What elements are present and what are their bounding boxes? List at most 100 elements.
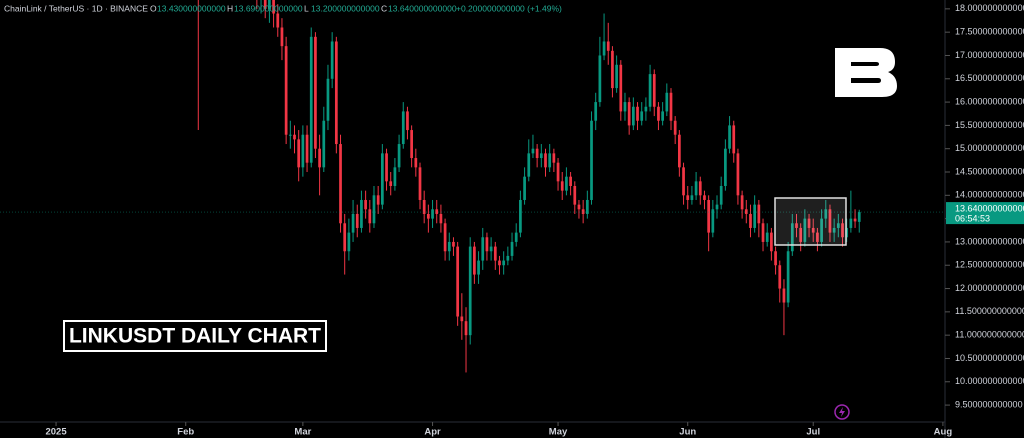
y-tick-label: 16.500000000000 — [955, 73, 1024, 83]
candle-body — [343, 223, 347, 252]
y-tick-label: 13.000000000000 — [955, 236, 1024, 246]
candle-body — [389, 181, 393, 186]
ohlc-value: 13.430000000000 — [157, 3, 226, 13]
candle-body — [347, 232, 351, 252]
candle-body — [284, 46, 288, 135]
x-tick-label: Feb — [177, 427, 194, 438]
y-tick-label: 9.500000000000 — [955, 399, 1023, 409]
x-tick-label: Jun — [679, 427, 696, 438]
candle-body — [790, 223, 794, 252]
candle-body — [460, 316, 464, 322]
candle-body — [372, 195, 376, 224]
candle-body — [427, 213, 430, 219]
candle-body — [473, 246, 476, 275]
last-price-label: 13.640000000000 — [955, 203, 1024, 213]
x-tick-label: Aug — [934, 427, 953, 438]
x-tick-label: May — [549, 427, 568, 438]
candle-body — [531, 148, 535, 154]
candle-body — [288, 134, 292, 136]
annotation: LINKUSDT DAILY CHART — [69, 325, 321, 348]
candle-body — [439, 213, 443, 224]
candle-body — [305, 134, 309, 163]
axes: 9.500000000000 10.000000000000 10.50000000… — [45, 3, 1024, 438]
candle-body — [334, 41, 338, 145]
candle-body — [707, 199, 711, 233]
candle-body — [657, 106, 660, 121]
candle-body — [368, 209, 372, 224]
candle-body — [753, 204, 757, 228]
candle-body — [326, 78, 330, 121]
candle-body — [544, 153, 547, 168]
candle-body — [552, 153, 556, 163]
candle-body — [502, 260, 506, 266]
candle-body — [477, 260, 480, 275]
y-tick-label: 15.500000000000 — [955, 120, 1024, 130]
ohlc-key: H — [227, 3, 233, 13]
candle-body — [293, 134, 296, 140]
candle-body — [272, 0, 275, 14]
range-box — [774, 197, 847, 246]
ohlc-value: 13.640000000000 — [388, 3, 457, 13]
y-tick-label: 17.000000000000 — [955, 50, 1024, 60]
candle-body — [761, 223, 765, 242]
ohlc-key: O — [150, 3, 157, 13]
x-tick-label: Jul — [806, 427, 820, 438]
plot-area — [0, 0, 945, 373]
candle-body — [774, 251, 777, 266]
candle-body — [728, 125, 731, 149]
candle-body — [498, 260, 501, 266]
candle-body — [385, 153, 388, 182]
candle-body — [749, 213, 752, 228]
candle-body — [606, 41, 610, 51]
candle-body — [678, 134, 681, 168]
y-tick-label: 18.000000000000 — [955, 3, 1024, 13]
candle-body — [703, 195, 706, 200]
candle-body — [581, 209, 585, 214]
candle-body — [276, 13, 280, 28]
candle-body — [652, 74, 656, 107]
candle-body — [355, 213, 359, 228]
candle-body — [640, 111, 644, 121]
candle-body — [594, 102, 598, 121]
y-tick-label: 14.000000000000 — [955, 190, 1024, 200]
alert-icon[interactable] — [834, 404, 850, 420]
candle-body — [719, 185, 723, 205]
candle-body — [464, 321, 468, 336]
candle-body — [431, 209, 434, 219]
candle-body — [611, 50, 614, 89]
annotation-box — [63, 320, 327, 352]
ohlc-value: 13.200000000000 — [311, 3, 380, 13]
candle-body — [661, 111, 664, 121]
candle-body — [309, 36, 313, 163]
candle-body — [435, 209, 439, 214]
ohlc-value: 13.690000000000 — [234, 3, 303, 13]
candle-body — [631, 106, 635, 126]
candle-body — [401, 111, 405, 145]
candle-body — [857, 212, 861, 222]
candle-body — [644, 106, 648, 112]
candle-body — [590, 120, 593, 200]
candle-body — [824, 209, 828, 219]
candle-body — [339, 144, 342, 224]
candle-body — [519, 199, 522, 233]
candle-body — [422, 199, 426, 214]
candle-body — [397, 144, 401, 168]
y-tick-label: 14.500000000000 — [955, 166, 1024, 176]
candle-body — [263, 0, 267, 9]
candle-body — [627, 102, 631, 126]
candle-body — [456, 246, 460, 317]
candle-body — [569, 176, 572, 186]
candle-body — [832, 227, 836, 233]
candle-body — [636, 106, 639, 121]
candle-body — [698, 181, 702, 196]
y-tick-label: 11.000000000000 — [955, 330, 1024, 340]
candle-body — [782, 288, 786, 303]
candle-body — [724, 148, 727, 186]
candle-body — [820, 218, 823, 242]
candle-body — [786, 251, 790, 303]
candle-body — [506, 255, 510, 261]
candle-body — [757, 204, 761, 224]
candle-body — [301, 134, 305, 168]
candle-body — [778, 265, 782, 289]
candle-body — [602, 41, 606, 56]
